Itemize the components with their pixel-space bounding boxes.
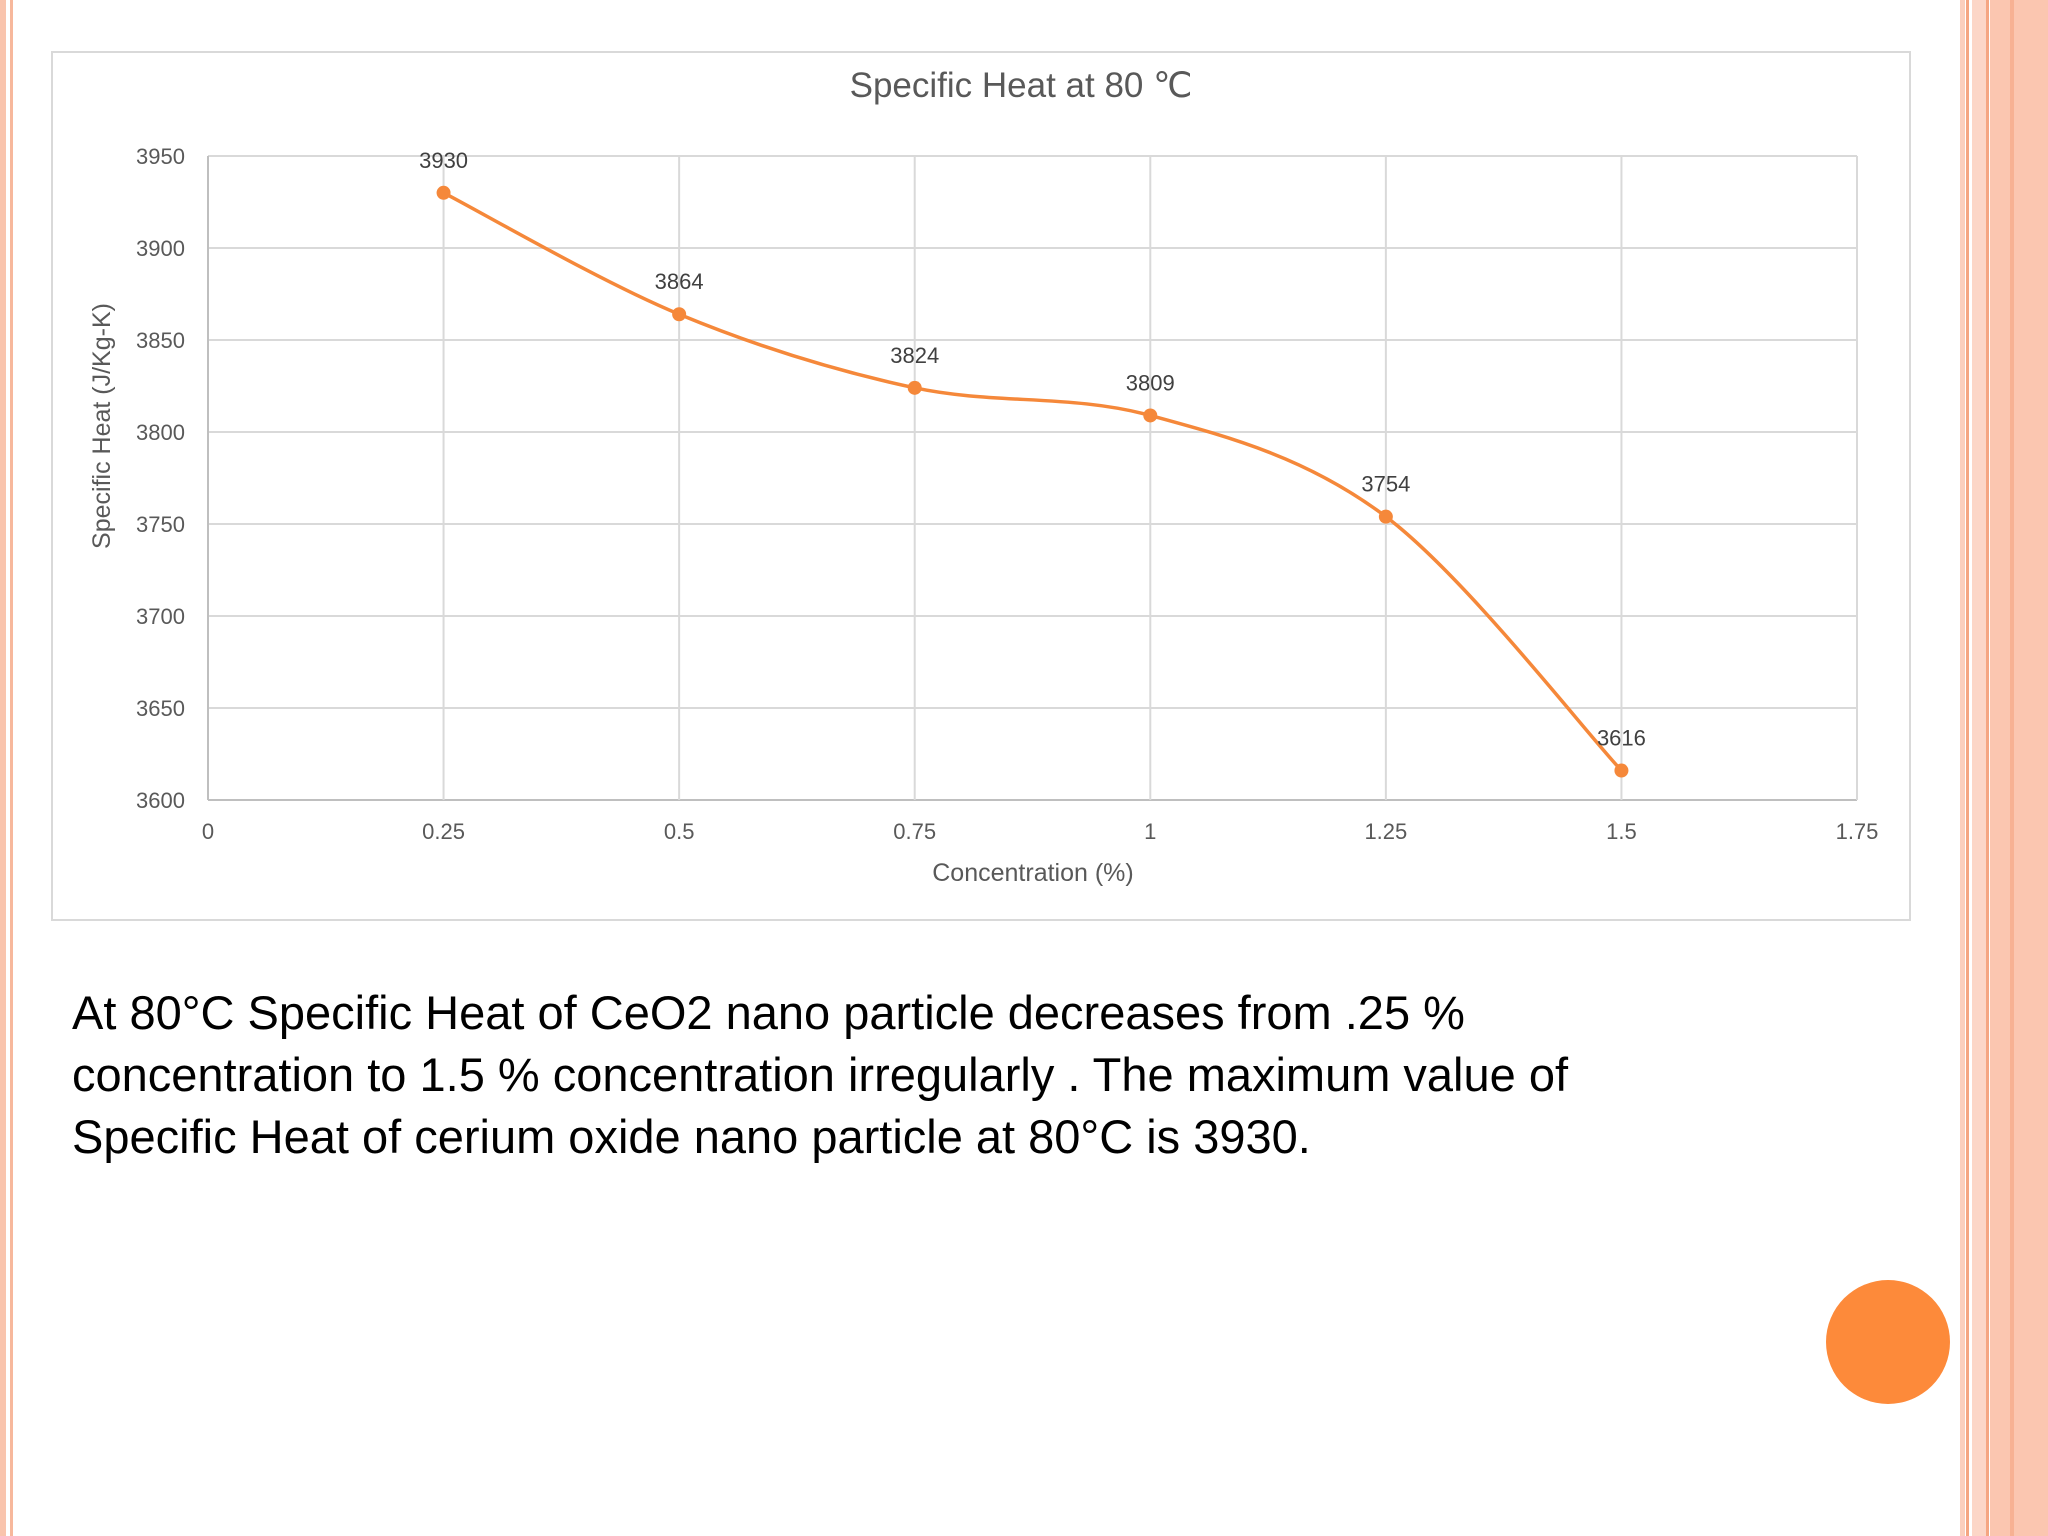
caption-text: At 80°C Specific Heat of CeO2 nano parti…: [72, 982, 1772, 1168]
data-label: 3616: [1597, 726, 1646, 751]
y-tick-label: 3700: [136, 604, 185, 629]
caption-line: Specific Heat of cerium oxide nano parti…: [72, 1110, 1311, 1163]
border-stripe: [1972, 0, 1986, 1536]
x-tick-label: 1.5: [1606, 819, 1637, 844]
chart-title: Specific Heat at 80 ℃: [850, 66, 1193, 105]
x-tick-label: 1.25: [1364, 819, 1407, 844]
x-tick-label: 0: [202, 819, 214, 844]
data-point: [1143, 408, 1158, 423]
border-stripe: [1986, 0, 1989, 1536]
data-point: [1614, 763, 1629, 778]
line-chart: Specific Heat at 80 ℃ 3600 3650 3700 3750 38…: [88, 66, 1878, 887]
caption-line: At 80°C Specific Heat of CeO2 nano parti…: [72, 986, 1465, 1039]
data-label: 3809: [1126, 370, 1175, 395]
y-tick-label: 3950: [136, 144, 185, 169]
y-axis-title: Specific Heat (J/Kg-K): [88, 303, 116, 549]
x-axis-title: Concentration (%): [932, 859, 1133, 887]
data-label-layer: 3930 3864 3824 3809 3754 3616: [419, 148, 1646, 751]
data-point: [1378, 509, 1393, 524]
border-stripe: [1966, 0, 1969, 1536]
y-tick-label: 3600: [136, 788, 185, 813]
y-tick-label: 3800: [136, 420, 185, 445]
data-point: [672, 307, 687, 322]
x-tick-label: 1.75: [1836, 819, 1879, 844]
series-layer: [436, 185, 1629, 778]
data-point: [436, 185, 451, 200]
axis-layer: 3600 3650 3700 3750 3800 3850 3900 3950 0 0.25 0.5…: [136, 144, 1878, 844]
data-label: 3754: [1361, 472, 1410, 497]
grid-layer: [207, 155, 1858, 801]
data-label: 3930: [419, 148, 468, 173]
data-label: 3864: [655, 269, 704, 294]
y-tick-label: 3750: [136, 512, 185, 537]
border-stripe: [1990, 0, 2048, 1536]
y-tick-label: 3850: [136, 328, 185, 353]
border-stripe: [10, 0, 13, 1536]
x-tick-label: 0.25: [422, 819, 465, 844]
chart-container: Specific Heat at 80 ℃ 3600 3650 3700 3750 38…: [51, 51, 1911, 921]
border-stripe: [1960, 0, 1965, 1536]
border-stripe: [2010, 0, 2014, 1536]
x-tick-label: 1: [1144, 819, 1156, 844]
x-tick-label: 0.5: [664, 819, 695, 844]
x-tick-label: 0.75: [893, 819, 936, 844]
data-label: 3824: [890, 343, 939, 368]
data-point: [907, 380, 922, 395]
border-stripe: [0, 0, 6, 1536]
decorative-circle: [1826, 1280, 1950, 1404]
series-line: [442, 191, 1623, 772]
y-tick-label: 3900: [136, 236, 185, 261]
y-tick-label: 3650: [136, 696, 185, 721]
caption-line: concentration to 1.5 % concentration irr…: [72, 1048, 1569, 1101]
